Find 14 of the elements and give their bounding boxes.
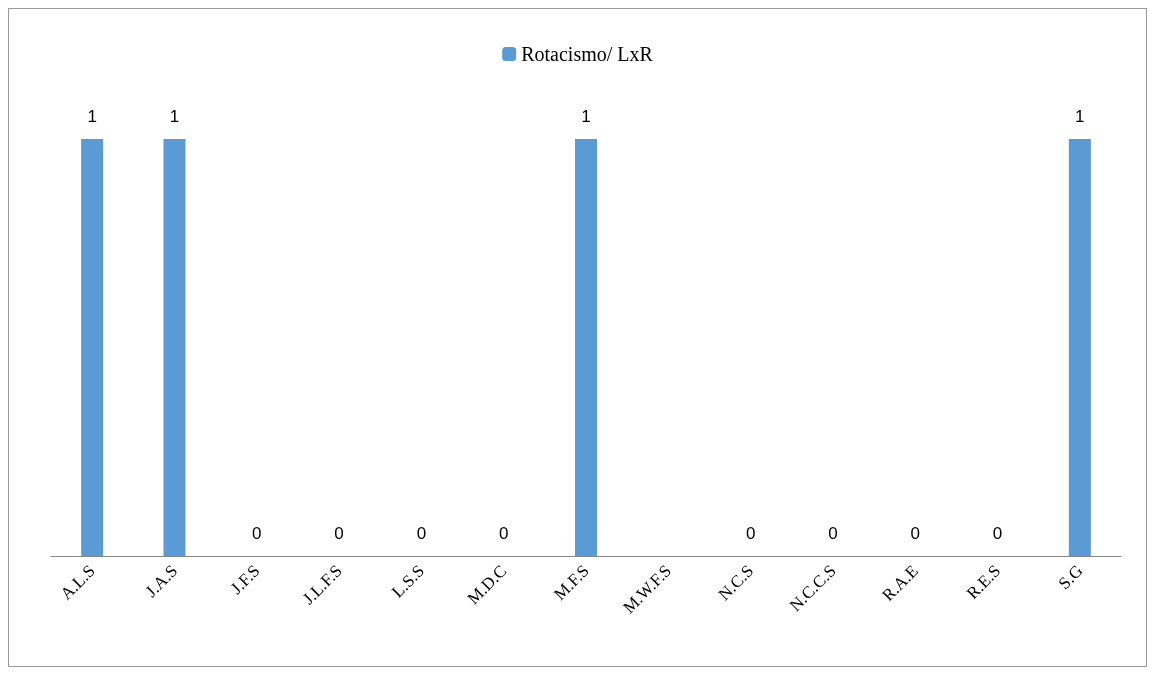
data-label: 0	[910, 524, 920, 543]
data-label: 1	[1075, 107, 1085, 126]
data-label: 0	[828, 524, 838, 543]
data-label: 1	[169, 107, 180, 126]
data-label: 1	[87, 107, 97, 126]
data-label: 0	[416, 524, 427, 543]
data-label: 0	[745, 524, 756, 543]
legend-label: Rotacismo/ LxR	[521, 43, 654, 65]
data-label: 1	[581, 107, 591, 126]
x-tick-label: S.G	[1054, 561, 1087, 594]
data-label: 0	[498, 524, 509, 543]
data-label: 0	[334, 524, 344, 543]
data-label: 0	[252, 524, 262, 543]
data-label: 0	[992, 524, 1003, 543]
